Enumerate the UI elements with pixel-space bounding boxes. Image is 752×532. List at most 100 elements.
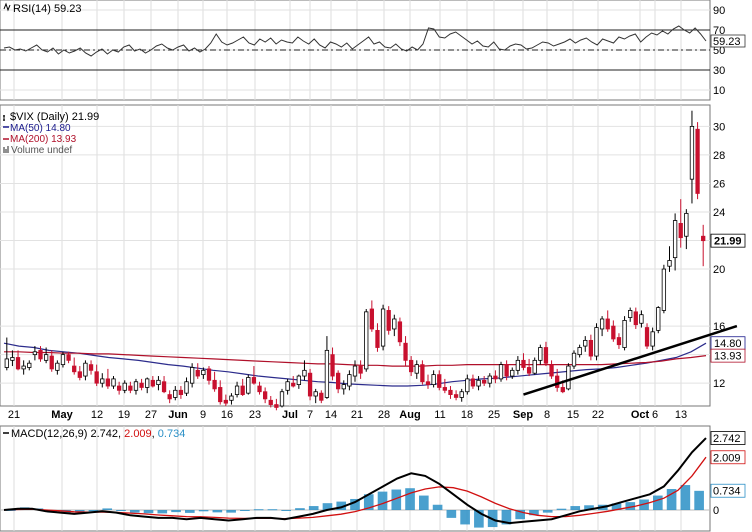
candle-body	[453, 394, 459, 398]
rsi-legend: RSI(14) 59.23	[3, 2, 82, 15]
legend-ma50: MA(50) 14.80	[10, 123, 71, 134]
candle-body	[94, 371, 99, 384]
candle-body	[55, 362, 60, 371]
candle-body	[599, 318, 605, 330]
macd-histogram-bar	[405, 488, 415, 510]
macd-histogram-bar	[584, 505, 594, 510]
macd-histogram-bar	[308, 506, 319, 510]
candle-body	[571, 352, 577, 367]
macd-histogram-bar	[88, 510, 99, 512]
macd-histogram-bar	[212, 510, 223, 513]
candle-body	[448, 389, 453, 395]
macd-histogram-bar	[281, 510, 291, 511]
x-tick-label: 23	[249, 409, 261, 421]
x-axis: 21 May 12 19 27 Jun 9 16 23 Jul 7 14 21 28 Aug 11 18 25 Se…	[8, 409, 687, 421]
candle-body	[319, 392, 324, 401]
candle-body	[336, 372, 341, 390]
macd-legend: MACD(12,26,9) 2.742, 2.009, 0.734	[3, 428, 185, 440]
macd-histogram-bar	[377, 491, 388, 510]
candle-body	[330, 354, 335, 377]
x-tick-label: 22	[592, 409, 604, 421]
candle-body	[60, 354, 66, 366]
x-tick-label: 8	[544, 409, 550, 421]
candle-body	[465, 378, 470, 393]
x-tick-label: 21	[8, 409, 20, 421]
x-tick-label: Jun	[168, 409, 188, 421]
candle-body	[650, 331, 655, 347]
candle-body	[201, 369, 206, 376]
x-tick-label: 6	[652, 409, 658, 421]
macd-last-value-tag-box	[710, 450, 746, 465]
candle-body	[459, 391, 464, 398]
legend-volume: Volume undef	[11, 145, 72, 156]
macd-last-value-tag: 0.734	[713, 486, 741, 498]
candle-body	[27, 362, 32, 368]
macd-histogram-bar	[611, 503, 622, 510]
candle-icon	[3, 115, 5, 121]
candle-body	[476, 379, 481, 387]
candle-body	[538, 347, 543, 361]
price-last-value-tag: 21.99	[714, 236, 742, 248]
candle-body	[240, 385, 245, 395]
candle-body	[212, 379, 217, 390]
candle-body	[189, 367, 195, 384]
candle-body	[195, 369, 200, 377]
macd-histogram-bar	[6, 510, 16, 511]
ma50-line	[3, 342, 707, 387]
candle-body	[487, 375, 492, 384]
price-last-value-tag: 14.80	[714, 338, 742, 350]
rsi-y-tick-label: 50	[713, 45, 725, 57]
x-tick-label: 13	[675, 409, 687, 421]
macd-histogram-bar	[556, 508, 567, 510]
macd-y-tick-label: 0	[713, 505, 719, 517]
macd-histogram-bar	[419, 495, 429, 510]
rsi-last-value-tag-box	[710, 34, 746, 48]
candle-body	[594, 327, 599, 357]
price-y-tick-label: 20	[713, 264, 725, 276]
candle-body	[577, 347, 582, 356]
macd-histogram-bar	[336, 501, 347, 510]
candle-body	[246, 377, 251, 394]
x-tick-label: Jul	[282, 409, 298, 421]
candle-body	[689, 125, 695, 180]
macd-last-value-tag-box	[710, 483, 746, 498]
x-tick-label: 27	[145, 409, 157, 421]
candle-body	[526, 367, 532, 374]
candle-body	[145, 378, 150, 388]
legend-vix: $VIX (Daily) 21.99	[10, 111, 99, 123]
candle-body	[493, 375, 498, 380]
candle-body	[425, 381, 431, 386]
candle-body	[105, 378, 111, 387]
candle-body	[100, 378, 105, 384]
candle-body	[437, 374, 442, 388]
legend-ma200: MA(200) 13.93	[10, 134, 77, 145]
candle-body	[10, 357, 15, 361]
candle-body	[72, 365, 77, 373]
price-last-value-tag: 13.93	[714, 351, 742, 363]
candle-body	[380, 308, 386, 347]
macd-histogram-bar	[446, 510, 457, 518]
x-tick-label: 15	[567, 409, 579, 421]
candle-body	[504, 364, 509, 377]
panel-frames	[0, 0, 711, 532]
candle-body	[397, 321, 403, 343]
x-tick-label: Sep	[513, 409, 533, 421]
macd-histogram-bar	[625, 502, 636, 510]
candle-body	[521, 359, 526, 368]
macd-histogram-bar	[570, 506, 581, 510]
x-tick-label: 19	[118, 409, 130, 421]
candle-body	[515, 359, 521, 371]
candle-body	[307, 372, 313, 397]
macd-legend-label: MACD(12,26,9) 2.742, 2.009, 0.734	[11, 428, 185, 440]
x-tick-label: 21	[351, 409, 363, 421]
x-tick-label: May	[51, 409, 73, 421]
macd-histogram-bar	[460, 510, 470, 525]
candle-body	[566, 365, 571, 390]
candle-body	[695, 128, 700, 194]
candle-body	[622, 320, 627, 348]
candle-body	[206, 368, 212, 381]
candle-body	[616, 337, 622, 346]
macd-layer: 0 2.742 2.009 0.734	[3, 431, 746, 528]
